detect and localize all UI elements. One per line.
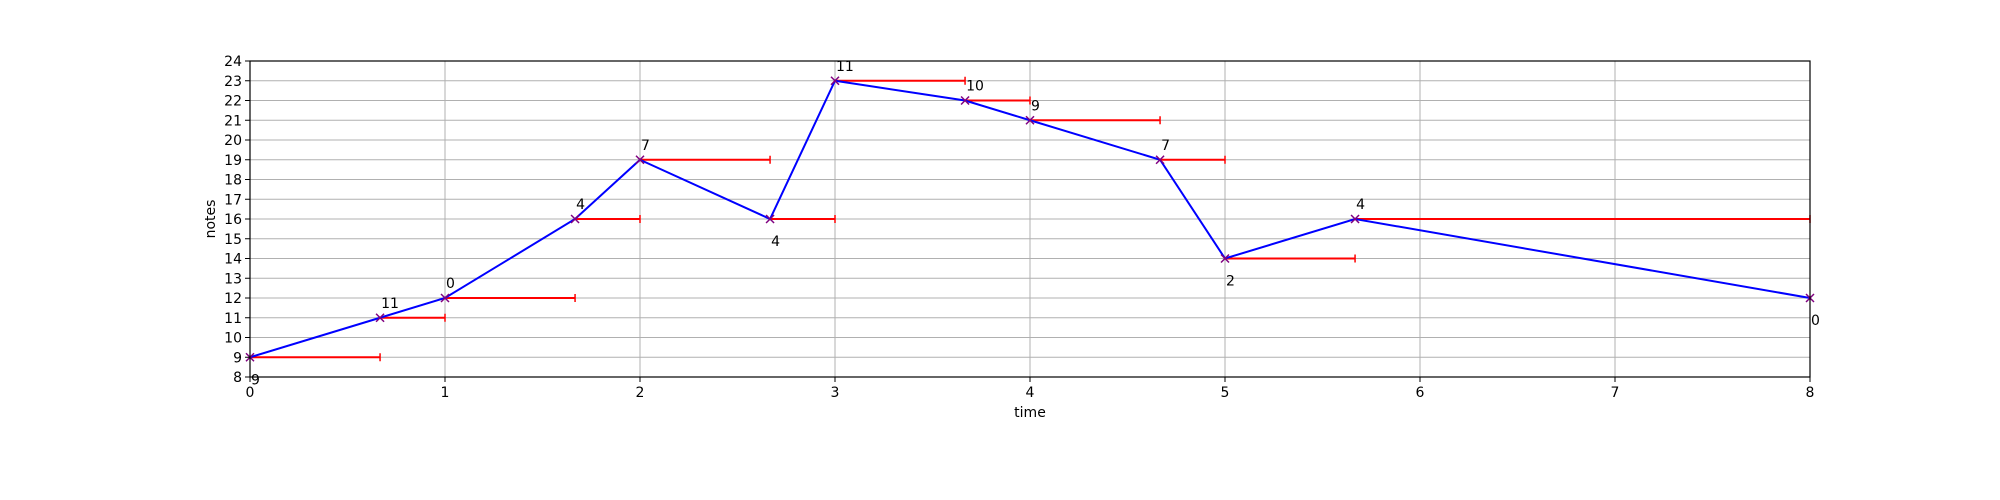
y-tick-label: 11 xyxy=(224,311,242,327)
data-point-marker xyxy=(1350,214,1360,224)
data-point-marker xyxy=(830,76,840,86)
point-label: 7 xyxy=(641,138,650,154)
y-tick-label: 19 xyxy=(224,153,242,169)
x-tick-label: 4 xyxy=(1026,385,1035,401)
y-tick-label: 17 xyxy=(224,192,242,208)
y-tick-label: 12 xyxy=(224,291,242,307)
point-label: 4 xyxy=(576,197,585,213)
y-tick-label: 10 xyxy=(224,331,242,347)
data-markers xyxy=(245,76,1815,362)
y-axis-label: notes xyxy=(203,200,219,239)
point-label: 0 xyxy=(446,276,455,292)
point-label: 11 xyxy=(381,296,399,312)
y-tick-label: 15 xyxy=(224,232,242,248)
axis-ticks: 0 1 2 3 4 5 6 7 88910111213141516171819202122232… xyxy=(224,54,1814,401)
point-label: 4 xyxy=(1356,197,1365,213)
x-tick-label: 7 xyxy=(1611,385,1620,401)
point-label: 4 xyxy=(771,234,780,250)
y-tick-label: 18 xyxy=(224,173,242,189)
grid xyxy=(249,60,1811,378)
y-tick-label: 14 xyxy=(224,252,242,268)
x-tick-label: 2 xyxy=(636,385,645,401)
data-point-marker xyxy=(635,155,645,165)
point-label: 2 xyxy=(1226,274,1235,290)
y-tick-label: 20 xyxy=(224,133,242,149)
point-label: 7 xyxy=(1161,138,1170,154)
point-label: 11 xyxy=(836,59,854,75)
point-label: 9 xyxy=(1031,98,1040,114)
data-point-marker xyxy=(765,214,775,224)
y-tick-label: 13 xyxy=(224,271,242,287)
duration-segments xyxy=(250,76,1811,362)
y-tick-label: 22 xyxy=(224,94,242,110)
x-tick-label: 6 xyxy=(1416,385,1425,401)
data-point-marker xyxy=(1220,253,1230,264)
data-point-marker xyxy=(1155,155,1165,165)
point-labels: 9 11 0 4 7 4 11 10 9 7 2 4 0 xyxy=(251,59,1820,389)
x-tick-label: 3 xyxy=(831,385,840,401)
data-point-marker xyxy=(570,214,580,224)
x-tick-label: 5 xyxy=(1221,385,1230,401)
data-point-marker xyxy=(375,313,385,323)
x-tick-label: 1 xyxy=(441,385,450,401)
x-tick-label: 0 xyxy=(246,385,255,401)
point-label: 10 xyxy=(966,79,984,95)
x-tick-label: 8 xyxy=(1806,385,1815,401)
x-axis-label: time xyxy=(1014,405,1046,421)
y-tick-label: 24 xyxy=(224,54,242,70)
y-tick-label: 16 xyxy=(224,212,242,228)
point-label: 9 xyxy=(251,372,260,388)
y-tick-label: 9 xyxy=(233,350,242,366)
point-label: 0 xyxy=(1811,313,1820,329)
data-point-marker xyxy=(1025,115,1035,125)
y-tick-label: 23 xyxy=(224,74,242,90)
y-tick-label: 21 xyxy=(224,113,242,129)
data-point-marker xyxy=(440,293,450,303)
y-tick-label: 8 xyxy=(233,370,242,386)
data-point-marker xyxy=(960,95,970,106)
